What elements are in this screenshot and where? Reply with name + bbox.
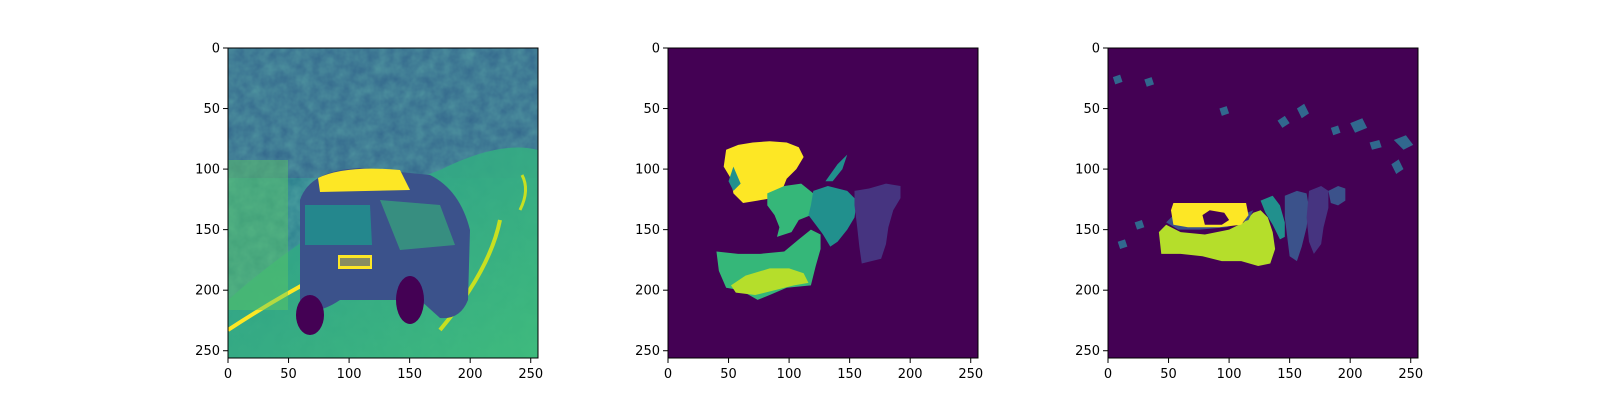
x-tick-label: 250 bbox=[518, 367, 543, 382]
x-tick-label: 50 bbox=[1160, 367, 1177, 382]
x-tick-label: 0 bbox=[664, 367, 672, 382]
segment-14 bbox=[1369, 140, 1382, 150]
axes-frame bbox=[667, 47, 979, 359]
axes-ticks: 0 50 100 150 200 250 0 50 100 150 200 250 bbox=[1075, 42, 1423, 383]
x-tick-label: 150 bbox=[1277, 367, 1302, 382]
segment-0 bbox=[723, 141, 804, 203]
x-tick-label: 200 bbox=[458, 367, 483, 382]
segments bbox=[1112, 74, 1414, 266]
y-tick-label: 250 bbox=[195, 344, 220, 359]
x-tick-label: 100 bbox=[1217, 367, 1242, 382]
y-tick-label: 150 bbox=[1075, 223, 1100, 238]
y-tick-label: 100 bbox=[635, 163, 660, 178]
x-tick-label: 200 bbox=[898, 367, 923, 382]
segment-16 bbox=[1117, 239, 1128, 250]
segment-4 bbox=[1260, 195, 1285, 240]
x-tick-label: 100 bbox=[777, 367, 802, 382]
y-tick-label: 150 bbox=[635, 223, 660, 238]
segment-18 bbox=[1144, 77, 1155, 87]
segment-11 bbox=[1350, 118, 1368, 133]
y-tick-label: 150 bbox=[195, 223, 220, 238]
y-tick-label: 0 bbox=[1092, 42, 1100, 57]
y-tick-label: 100 bbox=[195, 163, 220, 178]
x-tick-label: 0 bbox=[1104, 367, 1112, 382]
x-tick-label: 150 bbox=[397, 367, 422, 382]
y-tick-label: 250 bbox=[635, 344, 660, 359]
y-tick-label: 200 bbox=[635, 284, 660, 299]
segment-17 bbox=[1112, 74, 1123, 85]
y-tick-label: 250 bbox=[1075, 344, 1100, 359]
x-tick-label: 250 bbox=[1398, 367, 1423, 382]
x-tick-label: 50 bbox=[280, 367, 297, 382]
segment-4 bbox=[854, 183, 901, 264]
axes-ticks: 0 50 100 150 200 250 0 50 100 150 200 250 bbox=[195, 42, 543, 383]
y-tick-label: 50 bbox=[643, 102, 660, 117]
segment-5 bbox=[1284, 190, 1310, 262]
segment-6 bbox=[1306, 186, 1329, 254]
segment-10 bbox=[1393, 135, 1414, 150]
axes-frame bbox=[227, 47, 539, 359]
axes-ticks: 0 50 100 150 200 250 0 50 100 150 200 250 bbox=[635, 42, 983, 383]
x-tick-label: 0 bbox=[224, 367, 232, 382]
y-tick-label: 100 bbox=[1075, 163, 1100, 178]
x-tick-label: 200 bbox=[1338, 367, 1363, 382]
segment-8 bbox=[1296, 103, 1310, 119]
y-tick-label: 200 bbox=[195, 284, 220, 299]
x-tick-label: 150 bbox=[837, 367, 862, 382]
x-tick-label: 250 bbox=[958, 367, 983, 382]
segment-6 bbox=[730, 268, 809, 296]
segment-15 bbox=[1134, 219, 1145, 230]
mask-panel-a: 0 50 100 150 200 250 0 50 100 150 200 250 bbox=[635, 42, 983, 383]
segment-3 bbox=[808, 186, 857, 247]
mask-panel-b: 0 50 100 150 200 250 0 50 100 150 200 250 bbox=[1075, 42, 1423, 383]
y-tick-label: 50 bbox=[203, 102, 220, 117]
segments bbox=[716, 141, 901, 300]
segment-9 bbox=[1391, 159, 1404, 174]
segment-13 bbox=[1277, 115, 1290, 128]
y-tick-label: 0 bbox=[652, 42, 660, 57]
segment-1 bbox=[728, 166, 741, 191]
y-tick-label: 50 bbox=[1083, 102, 1100, 117]
segment-19 bbox=[1330, 125, 1341, 136]
x-tick-label: 100 bbox=[337, 367, 362, 382]
segment-7 bbox=[825, 154, 848, 182]
y-tick-label: 0 bbox=[212, 42, 220, 57]
x-tick-label: 50 bbox=[720, 367, 737, 382]
image-panel: 0 50 100 150 200 250 0 50 100 150 200 250 bbox=[195, 42, 543, 383]
segment-12 bbox=[1219, 106, 1230, 116]
axes-frame bbox=[1107, 47, 1419, 359]
y-tick-label: 200 bbox=[1075, 284, 1100, 299]
segment-3 bbox=[1202, 210, 1230, 225]
segment-2 bbox=[767, 183, 819, 237]
segment-0 bbox=[1158, 210, 1276, 266]
segment-7 bbox=[1328, 186, 1346, 206]
car-image bbox=[228, 48, 538, 358]
